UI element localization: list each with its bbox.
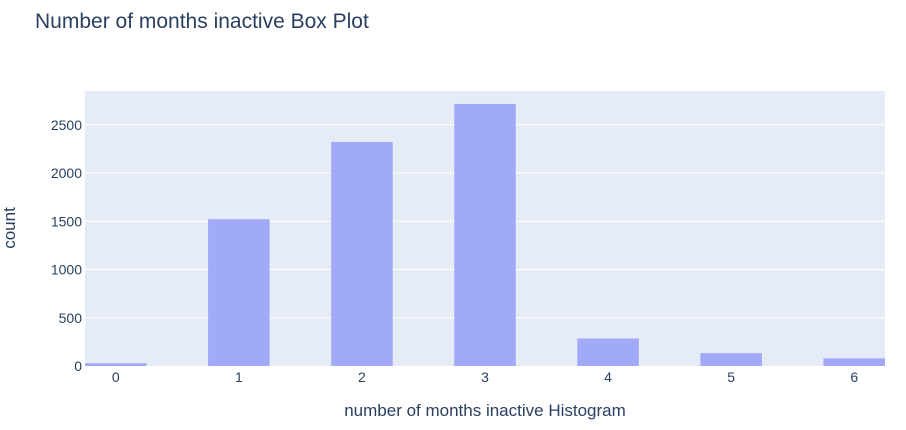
bar-3: [454, 103, 516, 366]
bar-1: [208, 219, 270, 366]
y-axis-ticks: 0 500 1000 1500 2000 2500: [51, 117, 82, 374]
y-tick-label: 500: [59, 310, 83, 326]
bar-0: [85, 363, 147, 366]
y-tick-label: 0: [74, 358, 82, 374]
x-tick-label: 5: [727, 369, 735, 385]
x-tick-label: 4: [604, 369, 612, 385]
x-tick-label: 0: [112, 369, 120, 385]
x-tick-label: 6: [850, 369, 858, 385]
y-axis-title: count: [0, 207, 19, 249]
x-tick-label: 3: [481, 369, 489, 385]
y-tick-label: 2000: [51, 165, 82, 181]
x-tick-label: 1: [235, 369, 243, 385]
x-tick-label: 2: [358, 369, 366, 385]
y-tick-label: 2500: [51, 117, 82, 133]
chart-title: Number of months inactive Box Plot: [35, 10, 369, 33]
y-tick-label: 1000: [51, 262, 82, 278]
y-tick-label: 1500: [51, 213, 82, 229]
bars: [85, 103, 885, 366]
x-axis-title: number of months inactive Histogram: [344, 401, 626, 420]
bar-5: [700, 353, 762, 366]
x-axis-ticks: 0 1 2 3 4 5 6: [112, 369, 858, 385]
bar-4: [577, 338, 639, 366]
bar-6: [823, 358, 885, 366]
bar-2: [331, 141, 393, 366]
